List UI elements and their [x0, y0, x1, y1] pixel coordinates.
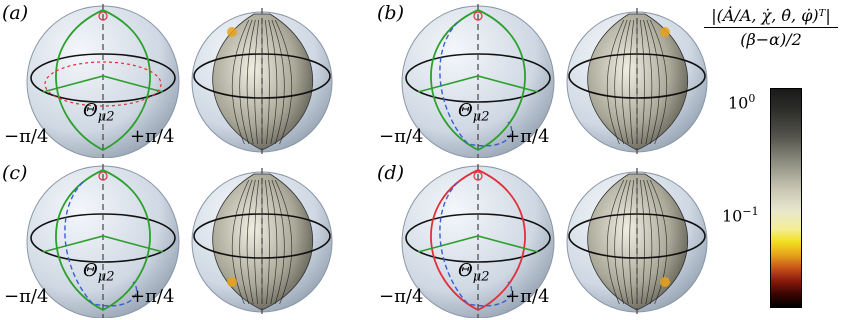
- streamline: [231, 19, 250, 145]
- streamline: [231, 179, 250, 305]
- streamline: [246, 19, 256, 145]
- panel-a: (a) −π/4 +π/4 Θμ2: [0, 0, 350, 158]
- left-sphere-curve: [55, 169, 151, 312]
- streamline: [643, 19, 653, 145]
- streamline: [649, 19, 668, 145]
- panel-a-spheres: [26, 4, 333, 158]
- left-sphere-chevron: [417, 235, 539, 253]
- panel-b-spheres: [401, 4, 708, 158]
- colorbar-tick-top: 100: [728, 92, 756, 113]
- blue-trajectory: [439, 181, 513, 307]
- hotspot: [660, 27, 670, 37]
- streamline: [646, 19, 660, 145]
- streamline: [643, 179, 653, 305]
- streamline: [254, 19, 260, 145]
- panel-a-left-angle: −π/4: [4, 126, 49, 147]
- streamline: [239, 179, 253, 305]
- panel-c-left-angle: −π/4: [4, 286, 49, 307]
- streamline: [646, 179, 660, 305]
- panel-a-label: (a): [2, 2, 29, 24]
- panel-d-theta: Θμ2: [458, 260, 490, 285]
- panel-d-right-angle: +π/4: [505, 286, 550, 307]
- panel-a-right-angle: +π/4: [130, 126, 175, 147]
- panel-c-label: (c): [2, 162, 28, 184]
- red-orbit: [44, 61, 162, 107]
- streamline: [254, 179, 260, 305]
- top-fixed-point: [473, 171, 483, 181]
- colorbar-tick-mid: 10−1: [722, 205, 759, 226]
- streamline: [649, 179, 668, 305]
- panel-c-theta: Θμ2: [83, 260, 115, 285]
- left-sphere-chevron: [42, 75, 164, 93]
- streamline: [629, 179, 635, 305]
- colorbar-denominator: (β−α)/2: [740, 30, 802, 49]
- blue-trajectory: [64, 181, 138, 307]
- streamline: [274, 179, 293, 305]
- streamline: [271, 179, 285, 305]
- streamline: [271, 19, 285, 145]
- hotspot: [227, 27, 237, 37]
- streamline: [239, 19, 253, 145]
- streamline: [606, 179, 625, 305]
- top-fixed-point: [98, 171, 108, 181]
- panel-d: (d) −π/4 +π/4 Θμ2: [375, 160, 725, 318]
- streamline: [246, 179, 256, 305]
- streamline: [614, 179, 628, 305]
- colorbar-title: |(Ȧ/A, χ̇, θ̇, φ̇)ᵀ| (β−α)/2: [704, 6, 838, 49]
- streamline: [621, 19, 631, 145]
- panel-b: (b) −π/4 +π/4 Θμ2: [375, 0, 725, 158]
- streamline: [606, 19, 625, 145]
- panel-c-spheres: [26, 164, 333, 318]
- streamline: [264, 19, 270, 145]
- panel-d-spheres: [401, 164, 708, 318]
- panel-c-right-angle: +π/4: [130, 286, 175, 307]
- panel-d-left-angle: −π/4: [379, 286, 424, 307]
- panel-c: (c) −π/4 +π/4 Θμ2: [0, 160, 350, 318]
- hotspot: [227, 277, 237, 287]
- streamline: [639, 19, 645, 145]
- panel-b-right-angle: +π/4: [505, 126, 550, 147]
- streamline: [639, 179, 645, 305]
- streamline: [264, 179, 270, 305]
- top-fixed-point: [473, 11, 483, 21]
- left-sphere-curve: [55, 9, 151, 152]
- streamline: [274, 19, 293, 145]
- panel-b-left-angle: −π/4: [379, 126, 424, 147]
- left-sphere-chevron: [417, 75, 539, 93]
- panel-d-label: (d): [377, 162, 404, 184]
- left-sphere-chevron: [42, 235, 164, 253]
- streamline: [268, 19, 278, 145]
- streamline: [621, 179, 631, 305]
- streamline: [629, 19, 635, 145]
- streamline: [268, 179, 278, 305]
- panel-b-label: (b): [377, 2, 404, 24]
- colorbar: [770, 88, 802, 308]
- hotspot: [660, 277, 670, 287]
- streamline: [614, 19, 628, 145]
- top-fixed-point: [98, 11, 108, 21]
- panel-b-theta: Θμ2: [458, 100, 490, 125]
- panel-a-theta: Θμ2: [83, 100, 115, 125]
- left-sphere-curve: [430, 169, 526, 312]
- left-sphere-curve: [430, 9, 526, 152]
- colorbar-numerator: |(Ȧ/A, χ̇, θ̇, φ̇)ᵀ|: [704, 6, 838, 28]
- blue-trajectory: [439, 21, 513, 147]
